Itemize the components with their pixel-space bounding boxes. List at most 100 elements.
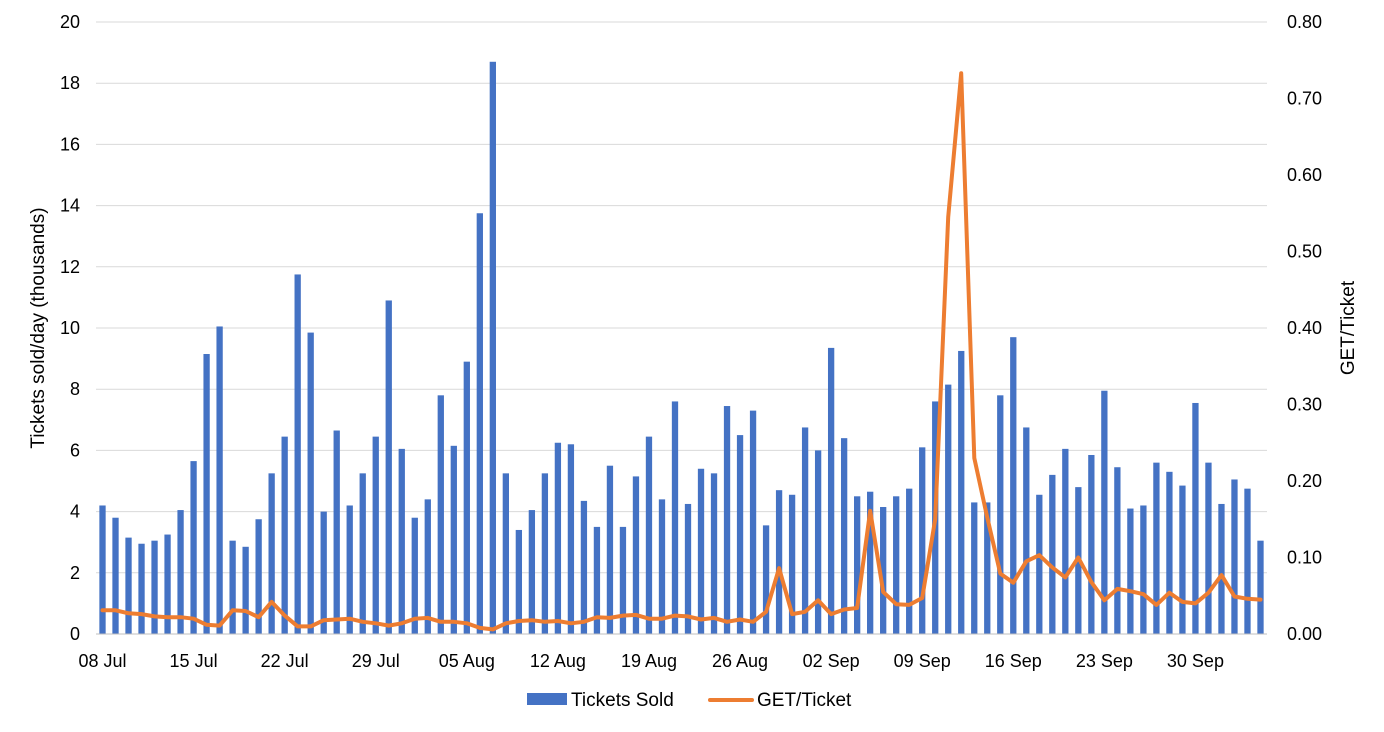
x-tick-label: 29 Jul [352, 651, 400, 671]
bar-tickets-sold [138, 543, 145, 634]
bar-tickets-sold [164, 534, 171, 634]
bar-tickets-sold [971, 502, 978, 634]
bar-tickets-sold [906, 488, 913, 634]
x-tick-label: 30 Sep [1167, 651, 1224, 671]
right-tick-label: 0.50 [1287, 242, 1322, 262]
bar-tickets-sold [1114, 467, 1121, 634]
bar-tickets-sold [671, 401, 679, 634]
bar-tickets-sold [814, 450, 822, 634]
bar-tickets-sold [463, 361, 470, 634]
x-tick-label: 09 Sep [894, 651, 951, 671]
bar-tickets-sold [489, 61, 496, 634]
x-tick-label: 22 Jul [261, 651, 309, 671]
right-tick-label: 0.00 [1287, 624, 1322, 644]
bar-tickets-sold [450, 445, 457, 634]
bar-tickets-sold [346, 505, 353, 634]
bar-tickets-sold [411, 517, 418, 634]
bar-tickets-sold [697, 468, 705, 634]
bar-tickets-sold [268, 473, 275, 634]
bar-tickets-sold [1036, 494, 1043, 634]
bar-tickets-sold [528, 510, 536, 634]
bar-tickets-sold [1153, 462, 1160, 634]
bar-tickets-sold [1088, 454, 1095, 634]
bar-tickets-sold [945, 384, 952, 634]
bar-tickets-sold [1205, 462, 1212, 634]
bar-tickets-sold [632, 476, 640, 634]
bar-tickets-sold [359, 473, 366, 634]
bar-tickets-sold [1166, 471, 1173, 634]
right-tick-label: 0.70 [1287, 89, 1322, 109]
legend: Tickets Sold GET/Ticket [527, 690, 852, 711]
bar-tickets-sold [1231, 479, 1238, 634]
get-per-ticket-line [100, 71, 1263, 632]
bar-tickets-sold [541, 473, 549, 634]
bar-tickets-sold [190, 461, 197, 634]
bar-tickets-sold [1062, 448, 1069, 634]
bar-tickets-sold [385, 300, 392, 634]
bar-tickets-sold [307, 332, 314, 634]
bar-tickets-sold [515, 529, 523, 634]
bar-tickets-sold [320, 511, 327, 634]
left-axis-title: Tickets sold/day (thousands) [28, 207, 49, 448]
gridlines [96, 21, 1267, 574]
bar-tickets-sold [1179, 485, 1186, 634]
bar-tickets-sold [476, 213, 483, 634]
left-tick-label: 4 [70, 502, 80, 522]
bar-tickets-sold [880, 507, 887, 634]
bar-tickets-sold [554, 442, 562, 634]
right-axis-title: GET/Ticket [1338, 280, 1359, 375]
bar-tickets-sold [1218, 503, 1225, 634]
x-tick-label: 26 Aug [712, 651, 768, 671]
left-tick-label: 16 [60, 134, 80, 154]
left-tick-label: 8 [70, 379, 80, 399]
bar-tickets-sold [1049, 474, 1056, 634]
bar-tickets-sold [1127, 508, 1134, 634]
left-tick-label: 6 [70, 440, 80, 460]
bar-tickets-sold [723, 406, 731, 634]
bar-tickets-sold [788, 494, 796, 634]
bar-tickets-sold [1101, 390, 1108, 634]
bar-tickets-sold [645, 436, 653, 634]
bar-tickets-sold [736, 435, 744, 634]
bar-tickets-sold [216, 326, 223, 634]
x-tick-label: 08 Jul [78, 651, 126, 671]
x-tick-label: 16 Sep [985, 651, 1042, 671]
bar-tickets-sold [1257, 540, 1264, 634]
bar-tickets-sold [997, 395, 1004, 634]
bar-tickets-sold [99, 505, 106, 634]
bar-tickets-sold [762, 525, 770, 634]
bar-tickets-sold [372, 436, 379, 634]
bar-tickets-sold [919, 447, 926, 634]
left-tick-label: 10 [60, 318, 80, 338]
bar-tickets-sold [801, 427, 809, 634]
bar-tickets-sold [775, 490, 783, 634]
bar-tickets-sold [1010, 337, 1017, 634]
bar-tickets-sold [958, 350, 965, 634]
bar-tickets-sold [593, 526, 601, 634]
left-tick-label: 2 [70, 563, 80, 583]
bar-tickets-sold [567, 444, 575, 634]
bar-tickets-sold [125, 537, 132, 634]
left-tick-label: 12 [60, 257, 80, 277]
legend-swatch-tickets-sold [527, 693, 567, 705]
legend-label-get-per-ticket: GET/Ticket [757, 690, 852, 711]
left-tick-label: 20 [60, 12, 80, 32]
bar-tickets-sold [893, 496, 900, 634]
bar-tickets-sold [984, 502, 991, 634]
right-tick-label: 0.80 [1287, 12, 1322, 32]
bar-tickets-sold [1244, 488, 1251, 634]
bar-tickets-sold [658, 499, 666, 634]
bar-tickets-sold [710, 473, 718, 634]
bar-tickets-sold [112, 517, 119, 634]
bar-tickets-sold [242, 546, 249, 634]
bar-tickets-sold [177, 510, 184, 634]
x-tick-label: 15 Jul [170, 651, 218, 671]
x-axis-ticks: 08 Jul 15 Jul 22 Jul 29 Jul 05 Aug 12 Aug 19 A… [78, 651, 1223, 671]
right-tick-label: 0.10 [1287, 548, 1322, 568]
x-tick-label: 02 Sep [803, 651, 860, 671]
bar-tickets-sold [1023, 427, 1030, 634]
bar-tickets-sold [255, 519, 262, 634]
bar-tickets-sold [684, 503, 692, 634]
bar-tickets-sold [827, 347, 835, 634]
